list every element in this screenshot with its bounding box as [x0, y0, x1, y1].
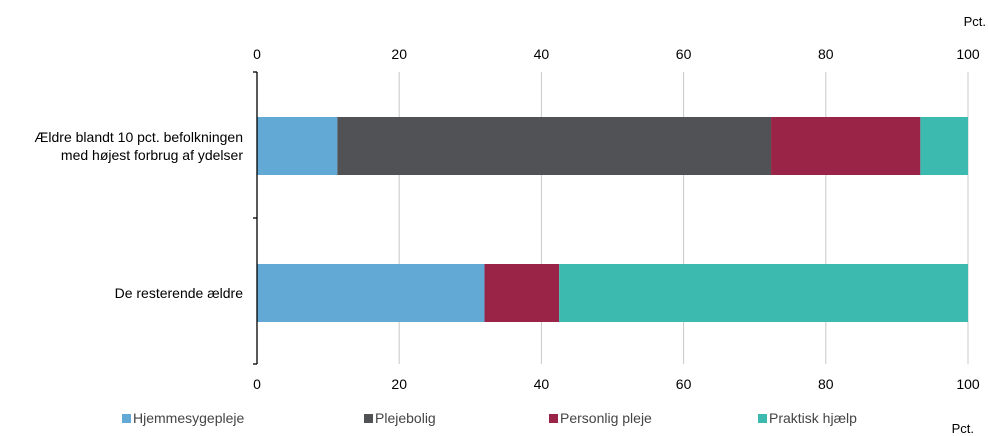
- bars: [257, 117, 968, 322]
- x-tick-label-bottom: 80: [818, 376, 834, 392]
- category-axis: [253, 71, 258, 365]
- bar-segment: [257, 264, 485, 322]
- bar-segment: [484, 264, 560, 322]
- x-tick-label-bottom: 60: [676, 376, 692, 392]
- legend-swatch: [758, 414, 767, 423]
- x-tick-label-top: 0: [253, 46, 261, 62]
- category-labels: Ældre blandt 10 pct. befolkningen med høj…: [34, 129, 243, 301]
- category-label: Ældre blandt 10 pct. befolkningen: [34, 129, 243, 145]
- unit-label-top: Pct.: [964, 14, 986, 29]
- legend: Hjemmesygepleje Plejebolig Personlig pleje…: [122, 410, 857, 426]
- legend-label: Praktisk hjælp: [769, 410, 857, 426]
- unit-label-bottom: Pct.: [952, 421, 974, 436]
- x-tick-label-top: 40: [534, 46, 550, 62]
- bar-segment: [337, 117, 772, 175]
- x-tick-label-top: 60: [676, 46, 692, 62]
- x-tick-label-bottom: 20: [391, 376, 407, 392]
- x-tick-label-bottom: 100: [956, 376, 980, 392]
- legend-label: Personlig pleje: [560, 410, 652, 426]
- x-tick-label-top: 80: [818, 46, 834, 62]
- x-tick-label-bottom: 40: [534, 376, 550, 392]
- category-label: med højest forbrug af ydelser: [61, 147, 243, 163]
- legend-label: Plejebolig: [375, 410, 436, 426]
- bar-segment: [920, 117, 968, 175]
- x-tick-label-bottom: 0: [253, 376, 261, 392]
- bar-segment: [257, 117, 338, 175]
- tick-labels: 0 0 20 20 40 40 60 60 80 80 100 100: [253, 46, 980, 392]
- x-tick-label-top: 20: [391, 46, 407, 62]
- legend-swatch: [122, 414, 131, 423]
- legend-swatch: [549, 414, 558, 423]
- category-label: De resterende ældre: [115, 285, 244, 301]
- legend-label: Hjemmesygepleje: [133, 410, 244, 426]
- x-tick-label-top: 100: [956, 46, 980, 62]
- legend-swatch: [364, 414, 373, 423]
- bar-segment: [771, 117, 921, 175]
- bar-segment: [559, 264, 968, 322]
